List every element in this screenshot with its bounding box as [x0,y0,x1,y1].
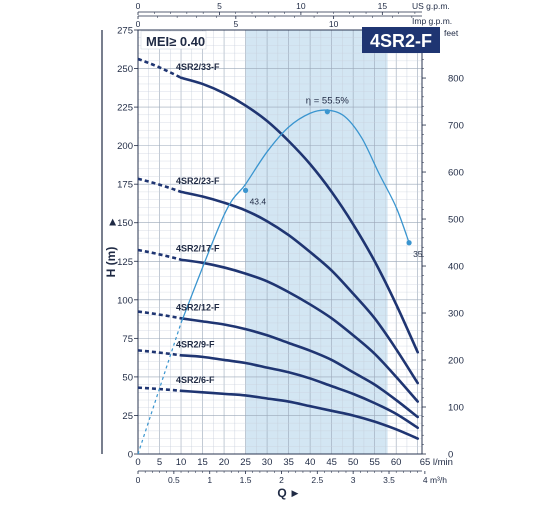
series-line [179,389,419,440]
mei-badge: MEI≥ 0.40 [146,34,205,49]
feet-tick-label: 400 [448,262,464,273]
feet-tick-label: 700 [448,121,464,132]
series-dashed-segment [137,349,182,357]
efficiency-point-label: 35 [413,249,423,259]
top-flow-axes: 0 5 10 15 0 5 10 [136,1,422,29]
x-tick-label: 30 [262,457,273,468]
efficiency-line [180,109,410,324]
x-tick-label: 60 [391,457,402,468]
series-label: 4SR2/23-F [176,176,220,186]
y-axis-title: H (m) [104,247,118,278]
y-tick-label: 175 [117,180,133,191]
series-dashed-segment [137,177,182,194]
m3h-tick-label: 4 m³/h [423,475,447,485]
y-tick-label: 25 [122,411,133,422]
feet-tick-label: 200 [448,356,464,367]
head-curves [137,57,419,440]
efficiency-point-label: 43.4 [250,196,267,206]
impgpm-tick-label: 0 [136,19,141,29]
m3h-tick-label: 0 [136,475,141,485]
x-axis-bottom: 0 5 10 15 20 25 30 35 40 45 50 55 60 65 l/min 0 0.5 1 1.5… [135,457,453,485]
usgpm-tick-label: 15 [378,1,388,11]
usgpm-tick-label: 0 [136,1,141,11]
mei-badge-box [140,30,207,50]
series-line [179,317,419,419]
x-tick-label: 25 [240,457,251,468]
x-tick-label: 15 [197,457,208,468]
efficiency-point [242,187,249,193]
efficiency-dashed-segment [137,322,182,455]
y-axis-left: 0 25 50 75 100 125 150 175 200 225 250 275 [101,26,138,461]
efficiency-point [324,109,330,115]
feet-tick-label: 0 [448,450,453,461]
impgpm-unit-label: Imp g.p.m. [412,16,452,26]
series-line [179,76,419,354]
y-tick-label: 200 [117,141,133,152]
usgpm-tick-label: 5 [217,1,222,11]
series-dashed-segment [137,248,182,261]
series-dashed-segment [137,57,182,79]
series-label: 4SR2/33-F [176,62,220,72]
x-axis-title: Q [277,486,286,500]
x-tick-label: 55 [369,457,380,468]
feet-tick-label: 600 [448,168,464,179]
feet-tick-label: 100 [448,403,464,414]
m3h-tick-label: 2 [279,475,284,485]
y-tick-label: 250 [117,64,133,75]
x-tick-label: 40 [305,457,316,468]
x-tick-label: 45 [326,457,337,468]
y-tick-label: 275 [117,26,133,37]
title-box [362,27,440,53]
y-axis-arrow-icon: ▶ [107,218,117,225]
impgpm-tick-label: 5 [233,19,238,29]
series-line [179,354,419,430]
y-tick-label: 75 [122,334,133,345]
x-tick-label: 5 [157,457,162,468]
m3h-tick-label: 3 [351,475,356,485]
impgpm-tick-label: 10 [329,19,339,29]
feet-unit-label: feet [444,28,459,38]
series-line [179,258,419,403]
m3h-tick-label: 2.5 [311,475,323,485]
feet-tick-label: 500 [448,215,464,226]
series-line [179,190,419,385]
series-label: 4SR2/12-F [176,302,220,312]
grid [137,29,422,455]
x-tick-label: 35 [283,457,294,468]
m3h-tick-label: 0.5 [168,475,180,485]
series-label: 4SR2/6-F [176,375,215,385]
m3h-tick-label: 1 [207,475,212,485]
y-tick-label: 50 [122,372,133,383]
x-tick-label: 10 [176,457,187,468]
y-tick-label: 125 [117,257,133,268]
y-axis-right-feet: 0 100 200 300 400 500 600 700 800 [422,40,464,461]
feet-tick-label: 800 [448,74,464,85]
efficiency-peak-label: η = 55.5% [306,96,350,107]
chart-title: 4SR2-F [370,31,432,51]
m3h-tick-label: 3.5 [383,475,395,485]
feet-tick-label: 300 [448,309,464,320]
x-axis-arrow-icon: ▶ [292,488,299,498]
series-dashed-segment [137,310,182,320]
m3h-tick-label: 1.5 [240,475,252,485]
series-label: 4SR2/9-F [176,339,215,349]
y-tick-label: 100 [117,295,133,306]
x-tick-label: 65 l/min [420,457,453,468]
y-tick-label: 150 [117,218,133,229]
x-tick-label: 50 [348,457,359,468]
x-tick-label: 20 [219,457,230,468]
y-tick-label: 225 [117,103,133,114]
efficiency-point [406,240,412,246]
x-tick-label: 0 [135,457,140,468]
efficiency-curve: 43.4 35 η = 55.5% [137,96,423,455]
y-tick-label: 0 [128,450,133,461]
series-label: 4SR2/17-F [176,244,220,254]
usgpm-tick-label: 10 [296,1,306,11]
series-labels: 4SR2/33-F 4SR2/23-F 4SR2/17-F 4SR2/12-F 4SR2… [176,62,220,385]
plot-frame [137,29,423,455]
usgpm-unit-label: US g.p.m. [412,1,450,11]
